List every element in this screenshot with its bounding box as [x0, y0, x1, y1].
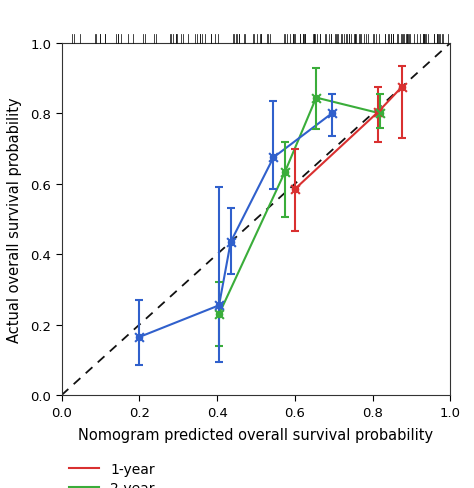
Point: [291, 186, 299, 194]
Point: [398, 84, 405, 92]
Point: [312, 95, 320, 102]
Point: [136, 333, 143, 341]
Point: [227, 239, 235, 246]
Point: [328, 110, 336, 118]
Point: [376, 110, 384, 118]
Point: [374, 108, 382, 116]
Point: [215, 310, 223, 318]
Point: [398, 84, 405, 92]
Point: [136, 333, 143, 341]
Point: [215, 302, 223, 309]
Point: [270, 154, 277, 162]
Point: [281, 168, 289, 176]
Point: [376, 110, 384, 118]
Legend: 1-year, 2-year, 3-year: 1-year, 2-year, 3-year: [69, 462, 155, 488]
Point: [215, 302, 223, 309]
Point: [374, 108, 382, 116]
Y-axis label: Actual overall survival probability: Actual overall survival probability: [7, 97, 22, 342]
X-axis label: Nomogram predicted overall survival probability: Nomogram predicted overall survival prob…: [78, 427, 434, 442]
Point: [281, 168, 289, 176]
Point: [215, 310, 223, 318]
Point: [291, 186, 299, 194]
Point: [227, 239, 235, 246]
Point: [312, 95, 320, 102]
Point: [270, 154, 277, 162]
Point: [328, 110, 336, 118]
